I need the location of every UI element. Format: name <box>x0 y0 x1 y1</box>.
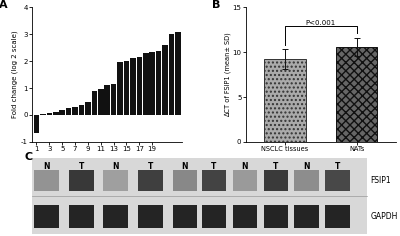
Bar <box>175 32 181 115</box>
Bar <box>138 205 163 228</box>
Bar <box>143 53 149 115</box>
Bar <box>130 58 136 115</box>
Text: N: N <box>242 162 248 171</box>
Text: A: A <box>0 0 8 10</box>
Bar <box>169 34 174 115</box>
Bar <box>69 170 94 191</box>
Bar <box>264 205 288 228</box>
Text: T: T <box>78 162 84 171</box>
Bar <box>156 51 162 115</box>
Bar <box>124 61 129 115</box>
Bar <box>117 62 123 115</box>
Bar <box>264 59 306 142</box>
Bar <box>336 47 377 142</box>
Bar <box>264 170 288 191</box>
Bar <box>69 205 94 228</box>
Bar <box>34 205 59 228</box>
Text: GAPDH: GAPDH <box>370 212 398 221</box>
Bar <box>136 57 142 115</box>
Bar <box>294 170 319 191</box>
Bar <box>40 114 46 115</box>
Bar <box>111 84 116 115</box>
Y-axis label: Fold change (log 2 scale): Fold change (log 2 scale) <box>12 31 18 118</box>
Bar <box>325 170 350 191</box>
Y-axis label: ∆CT of FSIP1 (mean± SD): ∆CT of FSIP1 (mean± SD) <box>224 32 231 117</box>
Bar <box>92 91 97 115</box>
Bar <box>294 205 319 228</box>
Bar <box>172 205 197 228</box>
Bar <box>66 108 72 115</box>
Bar <box>202 205 226 228</box>
Text: C: C <box>25 152 33 162</box>
Bar <box>162 45 168 115</box>
Bar <box>103 170 128 191</box>
Bar <box>98 89 104 115</box>
Bar <box>232 205 257 228</box>
Bar <box>325 205 350 228</box>
Text: T: T <box>148 162 153 171</box>
Text: FSIP1: FSIP1 <box>370 176 391 185</box>
Bar <box>46 113 52 115</box>
Bar <box>232 170 257 191</box>
Text: T: T <box>273 162 278 171</box>
Bar <box>202 170 226 191</box>
Bar <box>149 52 155 115</box>
Bar <box>59 110 65 115</box>
Bar <box>172 170 197 191</box>
Text: N: N <box>112 162 119 171</box>
Bar <box>138 170 163 191</box>
Bar <box>34 170 59 191</box>
Text: P<0.001: P<0.001 <box>306 20 336 25</box>
Bar <box>104 85 110 115</box>
Text: B: B <box>212 0 221 10</box>
Text: T: T <box>211 162 217 171</box>
Bar <box>72 107 78 115</box>
Text: N: N <box>304 162 310 171</box>
Bar <box>34 115 39 133</box>
Text: T: T <box>335 162 340 171</box>
Bar <box>103 205 128 228</box>
Text: N: N <box>182 162 188 171</box>
Bar <box>85 102 91 115</box>
Bar <box>79 105 84 115</box>
Bar <box>53 112 59 115</box>
Text: N: N <box>43 162 50 171</box>
